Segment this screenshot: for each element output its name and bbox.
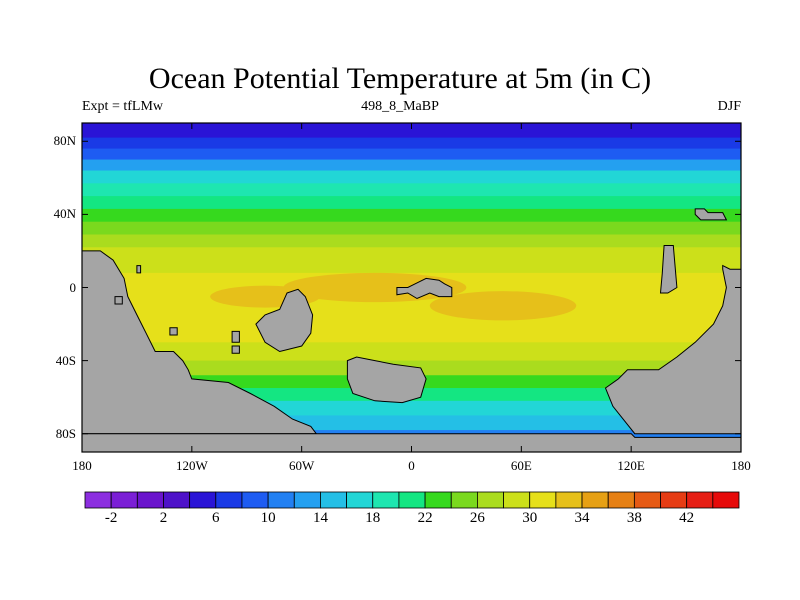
colorbar-swatch <box>320 491 348 509</box>
colorbar-swatch <box>163 491 191 509</box>
colorbar-label: 26 <box>469 510 485 526</box>
axis-ticks <box>81 123 742 452</box>
x-tick-label: 180 <box>72 458 92 473</box>
colorbar-swatch <box>215 491 243 509</box>
colorbar-swatch <box>189 491 217 509</box>
colorbar-label: 42 <box>679 510 695 526</box>
season-label: DJF <box>717 99 741 114</box>
temperature-band <box>82 208 741 223</box>
y-tick-label: 80N <box>53 133 76 149</box>
colorbar-swatch <box>84 491 112 509</box>
temperature-band <box>82 247 741 261</box>
colorbar-label: 18 <box>365 510 381 526</box>
colorbar-swatch <box>529 491 557 509</box>
land-islet-5 <box>114 296 123 305</box>
colorbar-swatch <box>476 491 504 509</box>
colorbar-swatch <box>293 491 321 509</box>
temperature-band <box>82 260 741 274</box>
temperature-band <box>82 148 741 161</box>
colorbar-swatch <box>372 491 400 509</box>
colorbar-swatch <box>398 491 426 509</box>
land-island-east-equatorial <box>396 277 453 300</box>
colorbar-label: -2 <box>104 510 118 526</box>
x-tick-label: 60E <box>510 458 532 473</box>
land-islet-4 <box>231 345 240 354</box>
colorbar-swatch <box>555 491 583 509</box>
colorbar-label: 38 <box>626 510 642 526</box>
colorbar-swatch <box>607 491 635 509</box>
x-tick-label: 180 <box>731 458 751 473</box>
temperature-band <box>82 159 741 172</box>
y-tick-label: 40S <box>55 352 76 368</box>
colorbar-swatch <box>712 491 740 509</box>
land-island-north-pacific-east <box>694 208 728 221</box>
temperature-band <box>82 137 741 150</box>
temperature-band <box>82 183 741 197</box>
land-islet-2 <box>169 327 178 336</box>
x-tick-label: 0 <box>408 458 415 473</box>
warm-pool <box>429 291 577 321</box>
y-tick-label: 0 <box>69 279 77 295</box>
land-island-east-archipelago <box>659 245 678 294</box>
temperature-band <box>82 196 741 210</box>
colorbar-swatch <box>267 491 295 509</box>
land-south-polar-continent <box>82 433 741 452</box>
figure-title: Ocean Potential Temperature at 5m (in C) <box>148 62 652 95</box>
colorbar-label: 6 <box>212 510 220 526</box>
temperature-band <box>82 305 741 325</box>
x-tick-label: 60W <box>289 458 315 473</box>
colorbar-label: 22 <box>417 510 433 526</box>
temperature-band <box>82 123 741 139</box>
colorbar-swatch <box>450 491 478 509</box>
y-tick-label: 40N <box>53 206 76 222</box>
colorbar <box>84 491 740 509</box>
colorbar-label: 14 <box>312 510 328 526</box>
colorbar-label: 30 <box>522 510 538 526</box>
colorbar-swatch <box>241 491 269 509</box>
land-islet-1 <box>136 265 142 274</box>
x-tick-label: 120E <box>617 458 645 473</box>
land-island-south-atlantic <box>346 356 427 404</box>
colorbar-swatch <box>686 491 714 509</box>
colorbar-label: 10 <box>260 510 276 526</box>
colorbar-swatch <box>660 491 688 509</box>
colorbar-swatch <box>346 491 374 509</box>
temperature-band <box>82 342 741 362</box>
colorbar-swatch <box>424 491 452 509</box>
time-label: 498_8_MaBP <box>361 99 439 114</box>
y-tick-label: 80S <box>55 425 76 441</box>
land-eastern-continent <box>604 264 741 435</box>
land-island-mid-south <box>255 288 314 353</box>
temperature-band <box>82 170 741 184</box>
temperature-band <box>82 221 741 236</box>
land-islet-3 <box>231 330 240 343</box>
colorbar-label: 34 <box>574 510 590 526</box>
colorbar-swatch <box>503 491 531 509</box>
colorbar-swatch <box>136 491 164 509</box>
colorbar-swatch <box>633 491 661 509</box>
land-western-continent <box>82 250 318 435</box>
colorbar-swatch <box>110 491 138 509</box>
x-tick-label: 120W <box>175 458 208 473</box>
colorbar-label: 2 <box>159 510 168 526</box>
temperature-band <box>82 324 741 343</box>
temperature-band <box>82 234 741 248</box>
colorbar-swatch <box>581 491 609 509</box>
land-mask <box>82 208 741 452</box>
experiment-label: Expt = tfLMw <box>82 99 163 114</box>
